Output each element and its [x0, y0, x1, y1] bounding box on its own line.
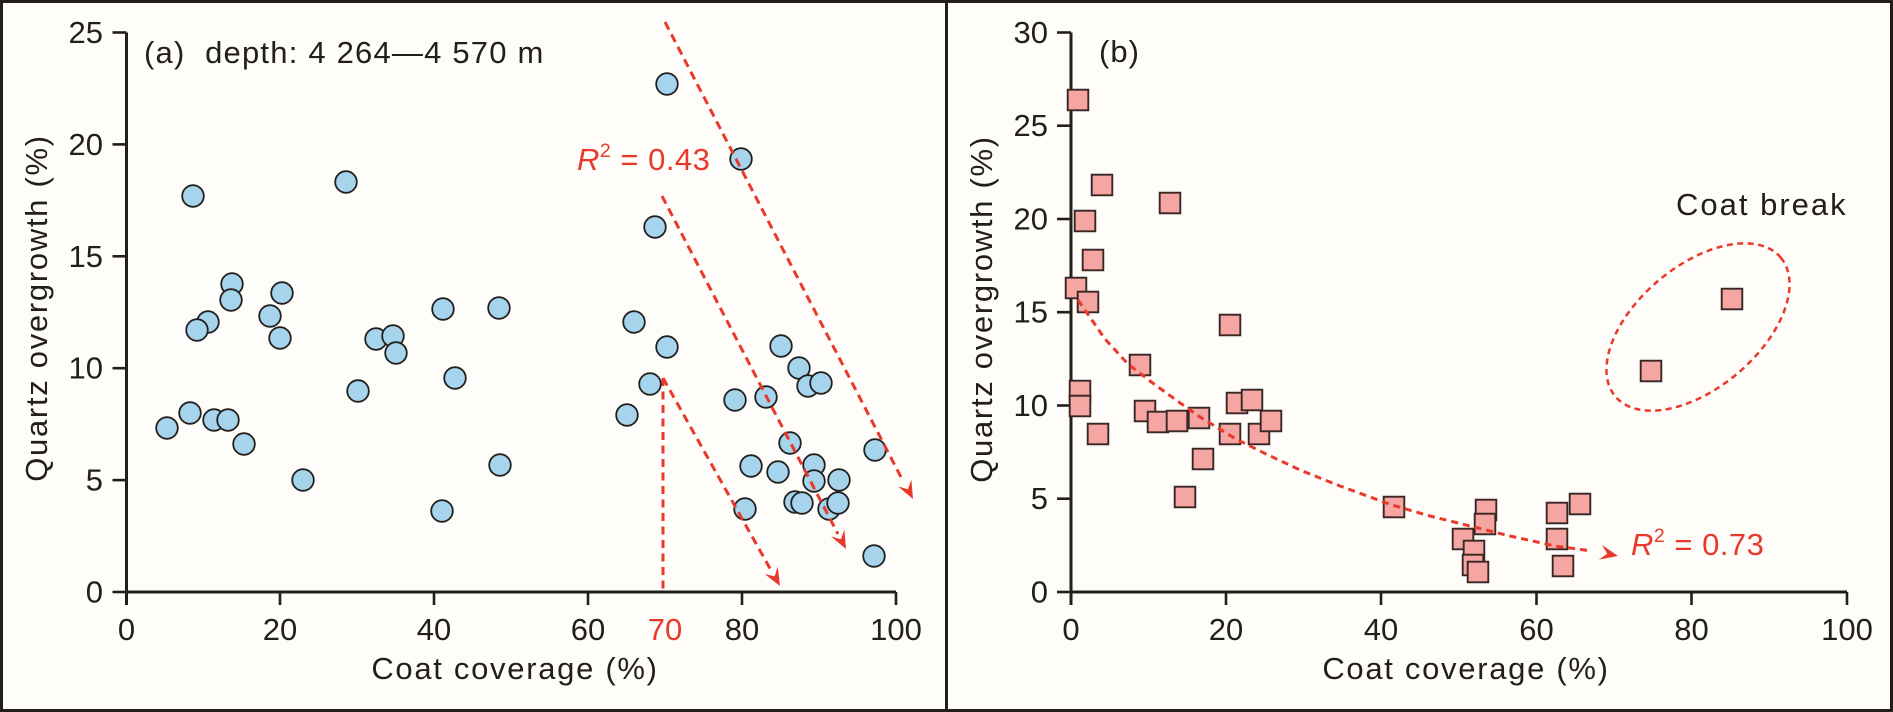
svg-text:30: 30 — [1014, 15, 1048, 50]
svg-text:20: 20 — [69, 127, 103, 162]
svg-text:Quartz overgrowth (%): Quartz overgrowth (%) — [19, 134, 54, 482]
svg-text:0: 0 — [118, 612, 135, 647]
svg-text:5: 5 — [86, 463, 103, 498]
svg-text:Quartz overgrowth (%): Quartz overgrowth (%) — [964, 135, 999, 483]
svg-text:0: 0 — [1031, 575, 1048, 610]
svg-text:20: 20 — [263, 612, 297, 647]
svg-text:0: 0 — [86, 575, 103, 610]
svg-text:R2 = 0.73: R2 = 0.73 — [1631, 525, 1764, 562]
svg-text:25: 25 — [69, 15, 103, 50]
svg-text:0: 0 — [1062, 612, 1079, 647]
svg-text:20: 20 — [1014, 202, 1048, 237]
svg-text:R2 = 0.43: R2 = 0.43 — [577, 140, 710, 177]
svg-text:10: 10 — [1014, 388, 1048, 423]
svg-text:80: 80 — [725, 612, 759, 647]
svg-text:100: 100 — [870, 612, 922, 647]
svg-text:60: 60 — [571, 612, 605, 647]
svg-text:40: 40 — [417, 612, 451, 647]
svg-text:15: 15 — [1014, 295, 1048, 330]
svg-text:20: 20 — [1209, 612, 1243, 647]
svg-text:10: 10 — [69, 351, 103, 386]
svg-text:100: 100 — [1821, 612, 1873, 647]
svg-text:80: 80 — [1674, 612, 1708, 647]
svg-text:Coat coverage (%): Coat coverage (%) — [371, 651, 658, 686]
svg-text:(a) depth: 4 264—4 570 m: (a) depth: 4 264—4 570 m — [144, 35, 545, 70]
svg-text:5: 5 — [1031, 481, 1048, 516]
svg-text:Coat coverage (%): Coat coverage (%) — [1322, 651, 1609, 686]
svg-text:15: 15 — [69, 239, 103, 274]
svg-text:40: 40 — [1364, 612, 1398, 647]
svg-text:(b): (b) — [1099, 34, 1140, 69]
svg-text:Coat break: Coat break — [1676, 187, 1848, 222]
svg-text:25: 25 — [1014, 108, 1048, 143]
svg-text:70: 70 — [648, 612, 682, 647]
svg-text:60: 60 — [1519, 612, 1553, 647]
